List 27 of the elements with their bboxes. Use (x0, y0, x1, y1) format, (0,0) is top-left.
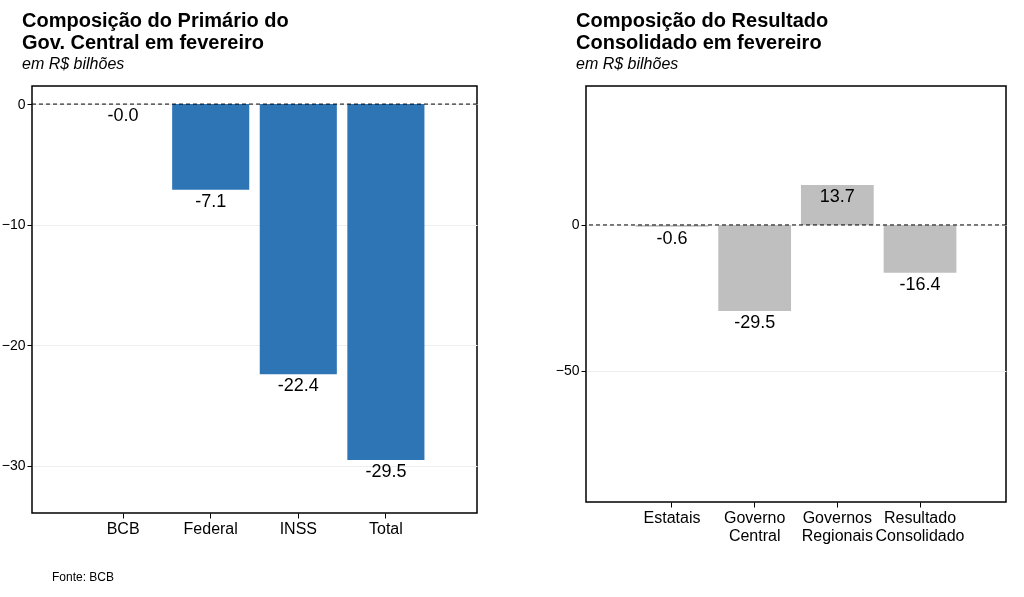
x-tick-label: BCB (106, 519, 140, 537)
data-label: -29.5 (365, 460, 407, 481)
y-tick-label: −10 (1, 216, 26, 233)
data-label: -0.0 (107, 105, 139, 126)
chart-title: Composição do Resultado Consolidado em fevereiro (576, 9, 829, 53)
source-note: Fonte: BCB (52, 570, 115, 584)
chart-title: Composição do Primário do Gov. Central em fevereiro (22, 9, 289, 53)
x-tick-label: Governos Regionais (801, 508, 873, 544)
data-label: -0.6 (656, 227, 688, 248)
data-label: -29.5 (734, 312, 776, 333)
x-tick-label: Estatais (643, 508, 701, 526)
y-tick-label: −50 (555, 362, 580, 379)
x-tick-label: Federal (183, 519, 238, 537)
chart-subtitle: em R$ bilhões (22, 55, 125, 72)
x-tick-label: Total (369, 519, 403, 537)
x-tick-label: Resultado Consolidado (875, 508, 965, 544)
y-tick-label: −30 (1, 457, 26, 474)
data-label: -7.1 (195, 190, 227, 211)
data-label: -22.4 (277, 375, 319, 396)
x-tick-label: Governo Central (723, 508, 786, 544)
y-tick-label: −20 (1, 336, 26, 353)
x-tick-label: INSS (279, 519, 317, 537)
data-label: 13.7 (819, 185, 855, 206)
chart-subtitle: em R$ bilhões (576, 55, 679, 72)
data-label: -16.4 (899, 273, 941, 294)
y-tick-label: 0 (17, 95, 26, 112)
y-tick-label: 0 (571, 216, 580, 233)
